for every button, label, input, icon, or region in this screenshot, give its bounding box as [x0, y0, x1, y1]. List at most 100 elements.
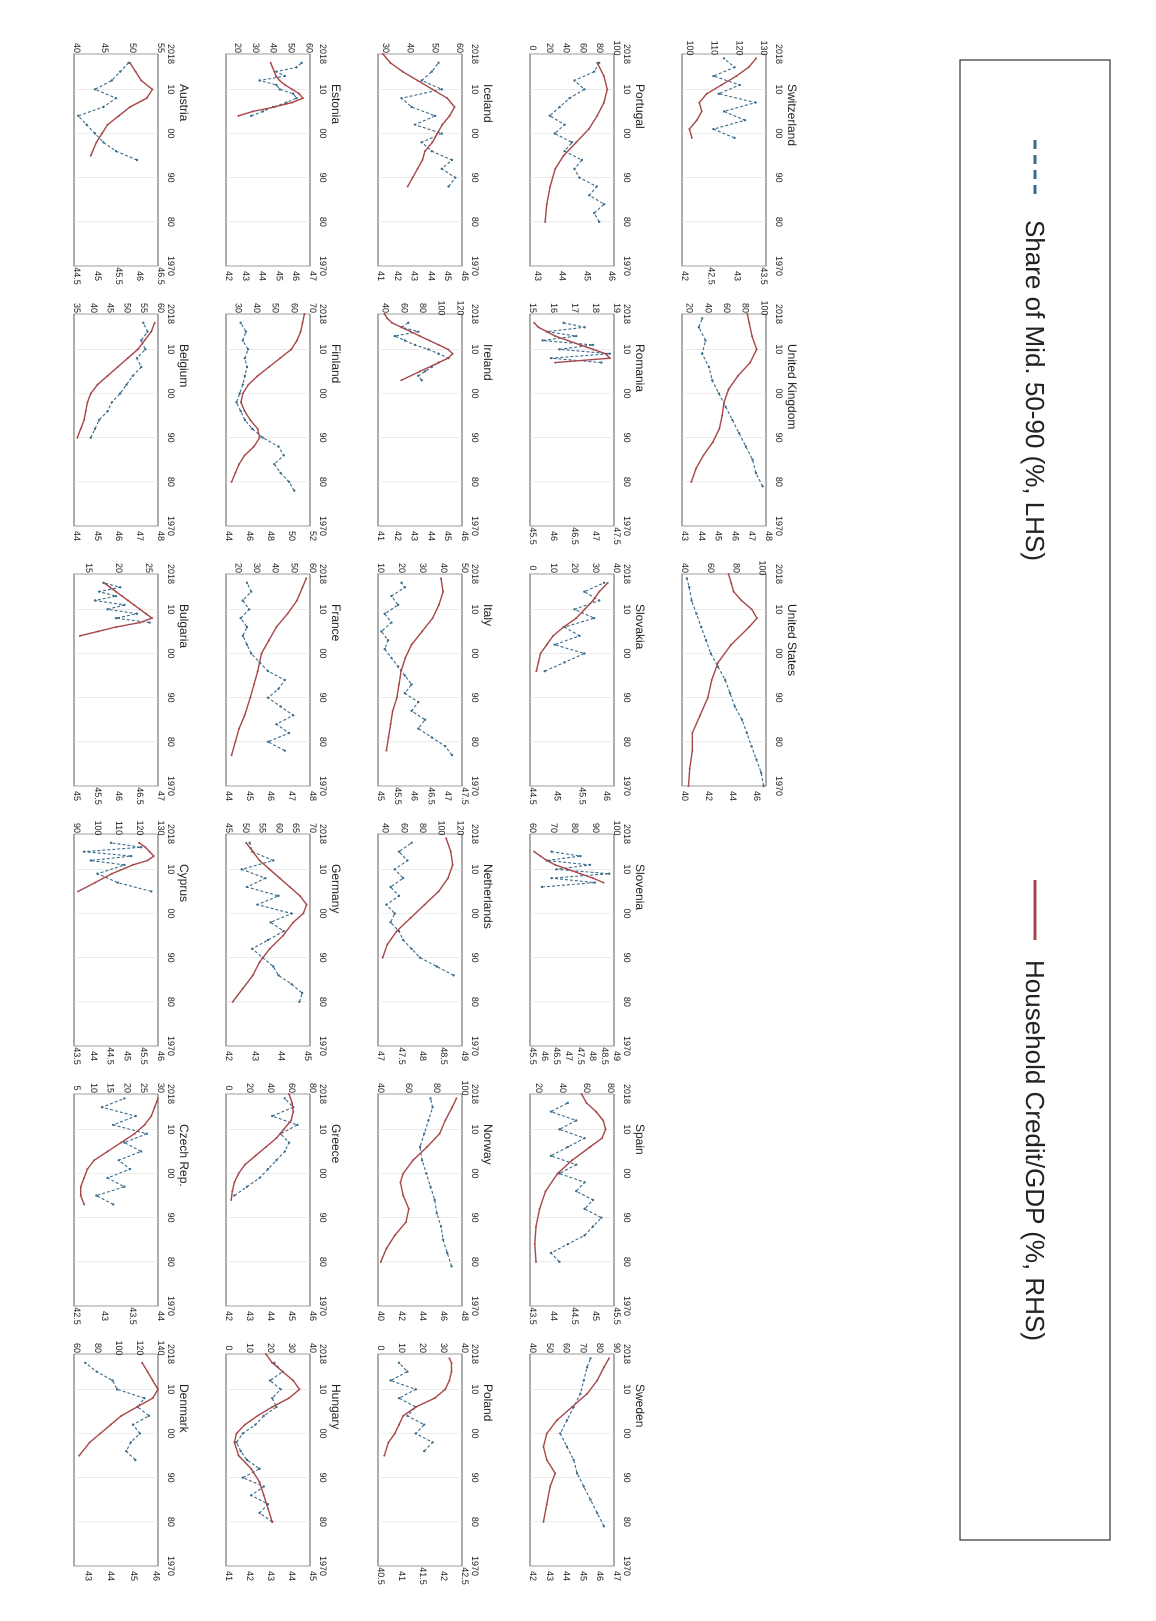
lhs-tick-label: 44 — [426, 271, 436, 281]
credit-point — [583, 608, 586, 611]
x-tick-label: 00 — [622, 908, 632, 918]
share-point — [417, 700, 420, 704]
share-point — [573, 79, 576, 82]
credit-point — [410, 643, 413, 646]
lhs-tick-label: 43 — [241, 271, 251, 281]
credit-point — [542, 1520, 545, 1523]
rhs-tick-label: 15 — [106, 1083, 116, 1093]
x-tick-label: 1970 — [622, 1556, 632, 1576]
credit-point — [717, 661, 720, 664]
credit-point — [385, 1247, 388, 1250]
rhs-tick-label: 30 — [439, 1343, 449, 1353]
credit-series-line — [230, 313, 306, 483]
share-point — [233, 1194, 236, 1197]
share-point — [549, 1154, 553, 1158]
share-series-line — [84, 842, 152, 892]
share-point — [427, 1119, 430, 1122]
share-point — [420, 141, 423, 144]
share-point — [429, 1185, 432, 1188]
panel-title: Bulgaria — [177, 604, 191, 648]
share-point — [251, 947, 254, 951]
share-point — [690, 599, 693, 602]
x-tick-label: 00 — [166, 1168, 176, 1178]
share-point — [112, 1123, 115, 1127]
credit-point — [750, 608, 753, 611]
credit-point — [251, 850, 254, 853]
credit-point — [691, 732, 694, 734]
plot-frame — [377, 573, 463, 787]
credit-point — [575, 617, 578, 620]
credit-point — [133, 1132, 136, 1135]
share-point — [245, 1185, 249, 1188]
credit-series-line — [690, 313, 758, 483]
credit-point — [283, 83, 286, 86]
plot-frame — [73, 53, 159, 267]
share-point — [548, 114, 551, 118]
rhs-tick-label: 40 — [439, 563, 449, 573]
share-series-line — [549, 1102, 603, 1263]
x-tick-label: 80 — [166, 737, 176, 747]
rhs-tick-label: 40 — [558, 1083, 568, 1093]
legend-label: Household Credit/GDP (%, RHS) — [1020, 960, 1050, 1341]
credit-point — [595, 1110, 597, 1113]
credit-point — [143, 1123, 146, 1126]
share-point — [283, 749, 286, 752]
credit-point — [231, 1190, 234, 1193]
plot-frame — [225, 313, 311, 527]
x-tick-label: 10 — [470, 344, 480, 354]
panel-title: Poland — [481, 1384, 495, 1421]
share-point — [563, 123, 566, 126]
rhs-tick-label: 30 — [591, 563, 601, 573]
plot-frame — [681, 313, 767, 527]
lhs-tick-label: 46 — [460, 271, 470, 281]
credit-point — [127, 599, 129, 602]
credit-point — [146, 1370, 149, 1373]
share-point — [119, 586, 122, 589]
rhs-tick-label: 45 — [106, 303, 116, 313]
panel-italy: 1970 80 90 00 10 2018 45 45.5 46 46.5 47 47.5 10 20 30… — [376, 563, 495, 805]
rhs-tick-label: 30 — [287, 1343, 297, 1353]
credit-point — [562, 154, 565, 157]
credit-point — [433, 1397, 436, 1400]
share-point — [389, 1379, 392, 1382]
x-tick-label: 2018 — [166, 824, 176, 844]
credit-point — [273, 70, 276, 73]
x-tick-label: 2018 — [622, 1084, 632, 1104]
share-point — [750, 745, 753, 748]
credit-point — [587, 128, 590, 131]
rhs-tick-label: 50 — [122, 303, 132, 313]
credit-point — [282, 934, 285, 937]
lhs-tick-label: 43 — [100, 1311, 110, 1321]
credit-point — [755, 348, 758, 351]
panel-norway: 1970 80 90 00 10 2018 40 42 44 46 48 40 60 80 100 Norwa… — [376, 1080, 495, 1321]
rhs-tick-label: 10 — [245, 1343, 255, 1353]
x-tick-label: 10 — [774, 604, 784, 614]
credit-point — [271, 66, 274, 69]
share-point — [258, 1176, 261, 1180]
share-point — [413, 343, 417, 347]
x-tick-label: 00 — [166, 1428, 176, 1438]
credit-point — [106, 374, 109, 377]
plot-frame — [529, 833, 615, 1047]
share-point — [397, 850, 401, 853]
rhs-tick-label: 20 — [534, 1083, 544, 1093]
share-point — [737, 432, 741, 435]
credit-point — [545, 330, 548, 333]
share-point — [287, 480, 291, 484]
credit-point — [129, 106, 131, 108]
share-point — [406, 1414, 409, 1418]
credit-point — [234, 740, 237, 743]
share-point — [140, 1150, 143, 1153]
lhs-tick-label: 47.5 — [460, 787, 470, 805]
lhs-tick-label: 48 — [308, 791, 318, 801]
share-point — [602, 581, 606, 585]
rhs-tick-label: 60 — [399, 823, 409, 833]
rhs-tick-label: 40 — [460, 1343, 470, 1353]
credit-point — [406, 185, 409, 188]
share-point — [140, 339, 143, 342]
credit-point — [602, 75, 605, 78]
share-point — [117, 1159, 121, 1162]
share-point — [711, 379, 714, 382]
share-point — [112, 1203, 115, 1206]
